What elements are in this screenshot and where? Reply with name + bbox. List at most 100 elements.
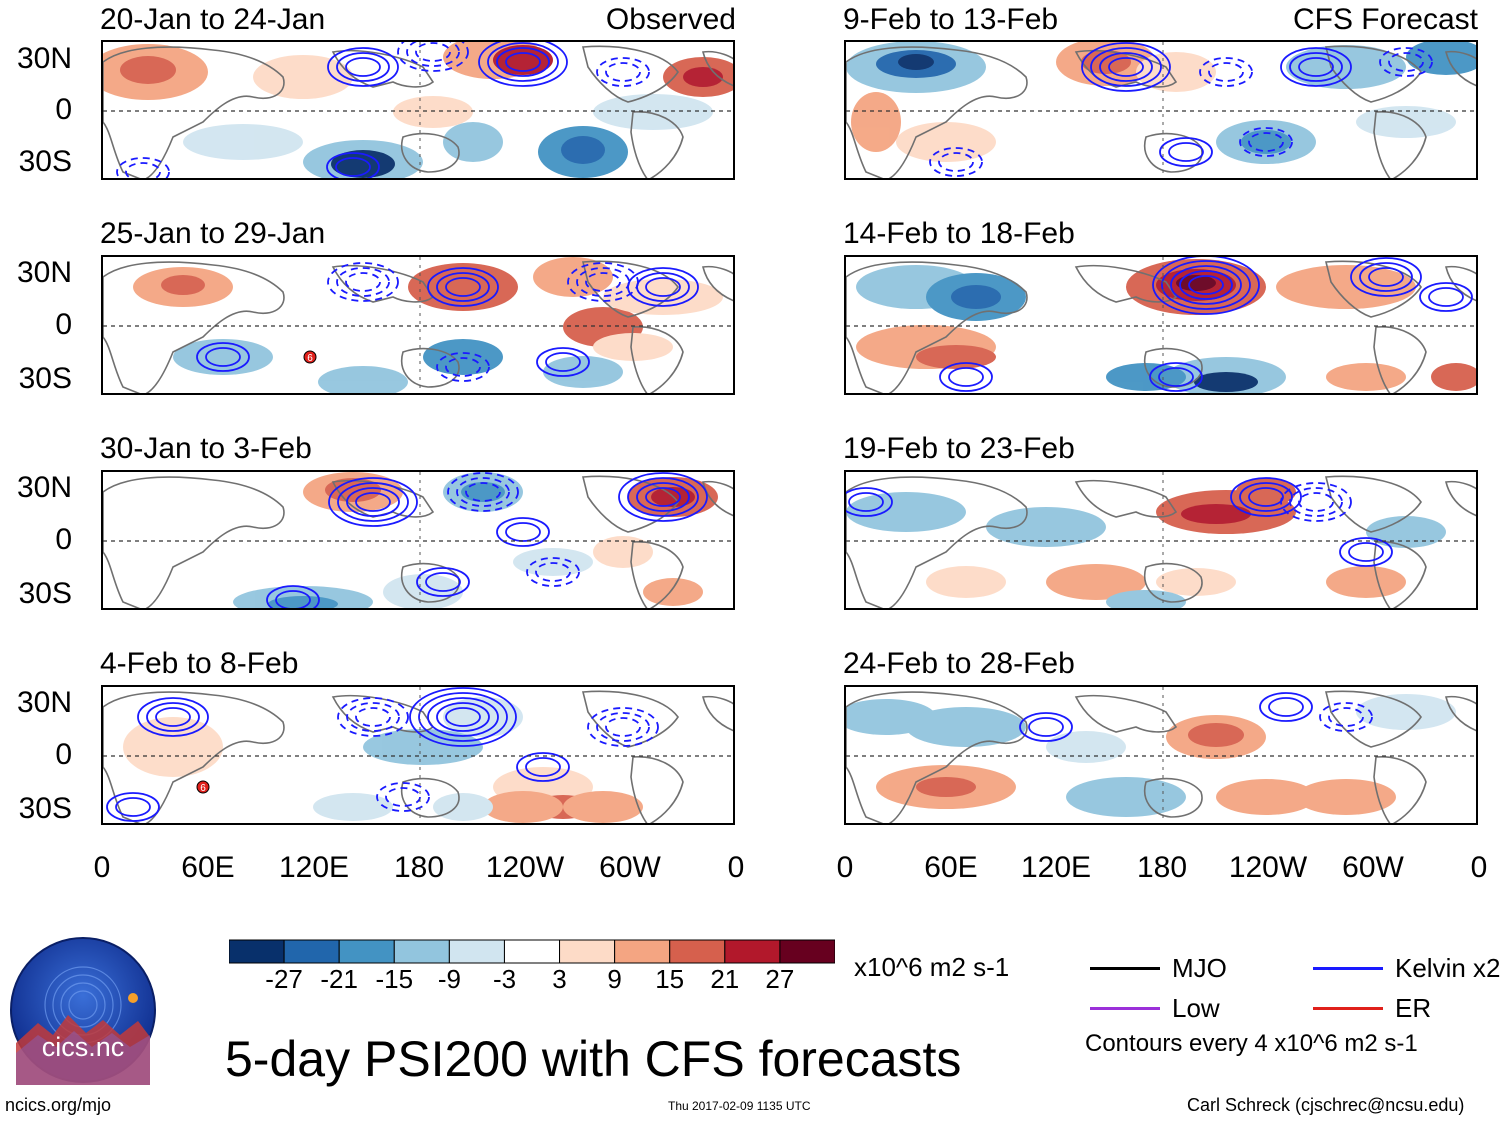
- coastline: [1324, 45, 1422, 103]
- kelvin-contour: [376, 782, 430, 812]
- kelvin-contour: [106, 792, 160, 822]
- map-panel-2: 6: [101, 255, 735, 395]
- psi-anomaly-shading: [1216, 779, 1316, 815]
- psi-anomaly-shading: [1296, 779, 1396, 815]
- colorbar-tick-label: -15: [375, 964, 414, 994]
- colorbar-tick-label: -21: [320, 964, 358, 994]
- psi-anomaly-shading: [1066, 777, 1186, 817]
- kelvin-contour: [1099, 52, 1153, 82]
- psi-anomaly-shading: [898, 54, 934, 70]
- psi-anomaly-shading: [1181, 504, 1251, 524]
- coastline: [1373, 541, 1427, 608]
- kelvin-contour: [505, 52, 541, 72]
- colorbar-swatch: [614, 939, 671, 964]
- lon-label-180: 180: [1136, 851, 1188, 884]
- psi-anomaly-shading: [593, 536, 653, 568]
- psi-anomaly-shading: [926, 566, 1006, 598]
- colorbar: [228, 939, 836, 970]
- kelvin-contour: [1248, 487, 1284, 507]
- kelvin-contour: [1298, 57, 1334, 77]
- colorbar-swatch: [779, 939, 836, 964]
- colorbar-swatch: [228, 939, 285, 964]
- psi-anomaly-shading: [1276, 265, 1416, 309]
- psi-anomaly-shading: [916, 345, 996, 369]
- kelvin-contour: [1280, 482, 1352, 522]
- psi-anomaly-shading: [433, 793, 493, 821]
- coastline: [1074, 479, 1178, 518]
- kelvin-contour: [1188, 275, 1224, 295]
- kelvin-contour: [155, 707, 191, 727]
- mjo-line: [1090, 967, 1160, 970]
- kelvin-contour: [487, 42, 559, 82]
- kelvin-contour: [536, 347, 590, 377]
- kelvin-contour: [1348, 542, 1384, 562]
- kelvin-contour: [345, 272, 381, 292]
- lon-label-60w: 60W: [599, 851, 661, 884]
- kelvin-contour: [1019, 712, 1073, 742]
- legend-low-label: Low: [1172, 993, 1220, 1023]
- coastline: [702, 695, 733, 732]
- kelvin-contour: [445, 707, 481, 727]
- map-panel-5: [844, 40, 1478, 180]
- psi-anomaly-shading: [1194, 372, 1258, 392]
- lat-label-30n: 30N: [16, 471, 72, 504]
- tc-number: 6: [307, 353, 313, 364]
- panel-title-4: 4-Feb to 8-Feb: [100, 647, 299, 680]
- coastline: [331, 49, 435, 88]
- colorbar-swatch: [283, 939, 340, 964]
- kelvin-contour: [846, 487, 893, 517]
- kelvin-contour: [1289, 487, 1343, 517]
- lat-label-eq: 0: [55, 523, 72, 556]
- psi-anomaly-shading: [986, 507, 1106, 547]
- kelvin-contour: [1239, 127, 1293, 157]
- tc-number: 6: [200, 783, 206, 794]
- psi-anomaly-shading: [1046, 564, 1146, 600]
- psi-anomaly-shading: [1286, 45, 1406, 89]
- psi-anomaly-shading: [483, 791, 563, 823]
- logo-text: cics.nc: [42, 1032, 125, 1062]
- lon-label-60w: 60W: [1342, 851, 1404, 884]
- coastline: [630, 326, 684, 393]
- kelvin-contour: [627, 477, 699, 517]
- kelvin-contour: [1280, 47, 1352, 87]
- psi-anomaly-shading: [408, 263, 518, 311]
- kelvin-contour: [328, 477, 418, 527]
- kelvin-contour: [938, 152, 974, 172]
- lon-label-0: 0: [93, 851, 111, 884]
- map-panel-8: [844, 685, 1478, 825]
- map-panel-6: [844, 255, 1478, 395]
- kelvin-contour: [1268, 697, 1304, 717]
- panel-title-3: 30-Jan to 3-Feb: [100, 432, 312, 465]
- footer-url: ncics.org/mjo: [5, 1095, 112, 1115]
- coastline: [846, 691, 1028, 823]
- kelvin-contour: [605, 717, 641, 737]
- psi-anomaly-shading: [643, 578, 703, 606]
- psi-anomaly-shading: [563, 791, 643, 823]
- kelvin-contour: [1208, 62, 1244, 82]
- coastline: [702, 480, 733, 517]
- coastline: [630, 756, 684, 823]
- coastline: [1324, 475, 1422, 533]
- colorbar-swatch: [338, 939, 395, 964]
- kelvin-contour: [355, 707, 391, 727]
- kelvin-contour: [1339, 537, 1393, 567]
- lat-label-30s: 30S: [18, 362, 72, 395]
- lat-label-30n: 30N: [16, 42, 72, 75]
- main-title: 5-day PSI200 with CFS forecasts: [225, 1031, 962, 1087]
- kelvin-contour: [425, 572, 461, 592]
- lat-label-eq: 0: [55, 308, 72, 341]
- panel-title-8: 24-Feb to 28-Feb: [843, 647, 1075, 680]
- kelvin-contour: [1159, 137, 1213, 167]
- kelvin-contour: [1081, 42, 1171, 92]
- coastline: [846, 261, 1028, 393]
- kelvin-contour: [1149, 362, 1203, 392]
- coastline: [1445, 695, 1476, 732]
- colorbar-swatch: [393, 939, 450, 964]
- kelvin-contour: [436, 272, 490, 302]
- legend-mjo-label: MJO: [1172, 953, 1227, 983]
- psi-anomaly-shading: [443, 122, 503, 162]
- kelvin-contour: [205, 347, 241, 367]
- coastline: [1445, 480, 1476, 517]
- panel-title-1: 20-Jan to 24-Jan: [100, 3, 326, 36]
- kelvin-contour: [345, 57, 381, 77]
